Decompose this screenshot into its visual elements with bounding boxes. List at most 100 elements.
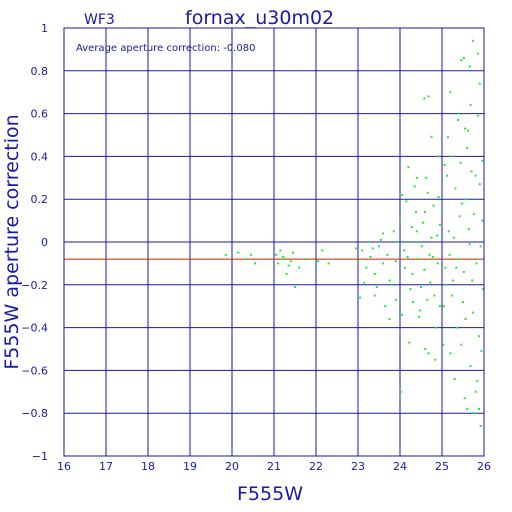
- data-point: [423, 268, 426, 271]
- data-point: [479, 425, 482, 428]
- data-point: [422, 221, 425, 224]
- data-point: [480, 350, 483, 353]
- data-point: [424, 348, 427, 350]
- data-point: [468, 243, 471, 246]
- data-points: [224, 39, 485, 428]
- data-point: [469, 365, 472, 368]
- y-tick-label: −1: [32, 450, 48, 463]
- data-point: [373, 273, 376, 276]
- data-point: [457, 258, 460, 261]
- data-point: [451, 294, 454, 297]
- data-point: [407, 241, 410, 243]
- x-tick-label: 16: [57, 460, 71, 473]
- data-point: [404, 266, 407, 269]
- y-tick-label: −0.2: [21, 279, 48, 292]
- data-point: [403, 249, 406, 252]
- data-point: [468, 65, 471, 68]
- y-tick-label: 0: [41, 236, 48, 249]
- data-point: [390, 283, 393, 286]
- data-point: [224, 253, 227, 256]
- data-point: [464, 127, 467, 130]
- data-point: [371, 247, 374, 250]
- data-point: [481, 219, 484, 222]
- data-point: [472, 311, 475, 314]
- data-point: [470, 170, 473, 173]
- data-point: [277, 262, 280, 265]
- data-point: [425, 176, 428, 179]
- data-point: [437, 155, 440, 158]
- data-point: [477, 335, 480, 338]
- data-point: [394, 260, 397, 263]
- data-point: [380, 238, 383, 241]
- data-point: [447, 230, 450, 233]
- data-point: [298, 266, 301, 269]
- data-point: [462, 270, 465, 273]
- x-tick-label: 17: [99, 460, 113, 473]
- data-point: [365, 266, 368, 269]
- data-point: [426, 298, 429, 301]
- data-point: [282, 255, 285, 258]
- data-point: [478, 183, 481, 186]
- average-correction-annotation: Average aperture correction: -0.080: [76, 43, 256, 54]
- data-point: [294, 285, 296, 288]
- data-point: [237, 251, 240, 254]
- data-point: [434, 358, 437, 361]
- data-point: [321, 249, 324, 252]
- data-point: [444, 266, 447, 269]
- data-point: [285, 273, 288, 276]
- data-point: [461, 202, 464, 205]
- data-point: [283, 258, 286, 261]
- data-point: [465, 198, 468, 201]
- data-point: [446, 136, 449, 139]
- data-point: [287, 264, 290, 267]
- y-tick-label: −0.6: [21, 364, 48, 377]
- x-tick-label: 22: [309, 460, 323, 473]
- data-point: [399, 217, 401, 220]
- data-point: [457, 112, 460, 115]
- data-point: [430, 236, 433, 239]
- x-tick-label: 24: [393, 460, 407, 473]
- data-point: [413, 185, 416, 188]
- chart-title: fornax_u30m02: [185, 7, 334, 29]
- plot-frame: [63, 27, 485, 457]
- data-point: [317, 260, 320, 263]
- data-point: [476, 380, 479, 383]
- data-point: [245, 258, 248, 261]
- data-point: [431, 255, 434, 258]
- data-point: [394, 298, 397, 301]
- data-point: [454, 187, 457, 190]
- data-point: [416, 258, 419, 261]
- data-point: [399, 390, 402, 393]
- data-point: [438, 305, 441, 308]
- data-point: [428, 253, 431, 256]
- data-point: [449, 352, 452, 355]
- y-tick-label: 0.8: [31, 65, 49, 78]
- x-tick-label: 25: [435, 460, 449, 473]
- data-point: [478, 82, 481, 85]
- y-tick-label: 0.2: [31, 193, 49, 206]
- data-point: [426, 191, 429, 194]
- data-point: [437, 196, 440, 199]
- data-point: [427, 95, 430, 98]
- data-point: [448, 253, 451, 256]
- data-point: [412, 300, 415, 303]
- data-point: [388, 318, 391, 321]
- data-point: [384, 305, 387, 308]
- data-point: [414, 211, 417, 214]
- data-point: [378, 245, 380, 248]
- data-point: [467, 228, 470, 231]
- data-point: [279, 249, 282, 252]
- data-point: [469, 104, 472, 107]
- x-tick-labels: 16 17 18 19 20 21 22 23 24 25 26: [57, 460, 491, 473]
- data-point: [388, 279, 391, 282]
- data-point: [407, 166, 410, 169]
- data-point: [434, 326, 437, 329]
- data-point: [417, 315, 420, 318]
- data-point: [327, 262, 330, 265]
- data-point: [289, 260, 292, 263]
- data-point: [415, 230, 418, 233]
- data-point: [449, 91, 452, 94]
- data-point: [475, 262, 478, 265]
- data-point: [474, 390, 477, 393]
- data-point: [375, 285, 378, 288]
